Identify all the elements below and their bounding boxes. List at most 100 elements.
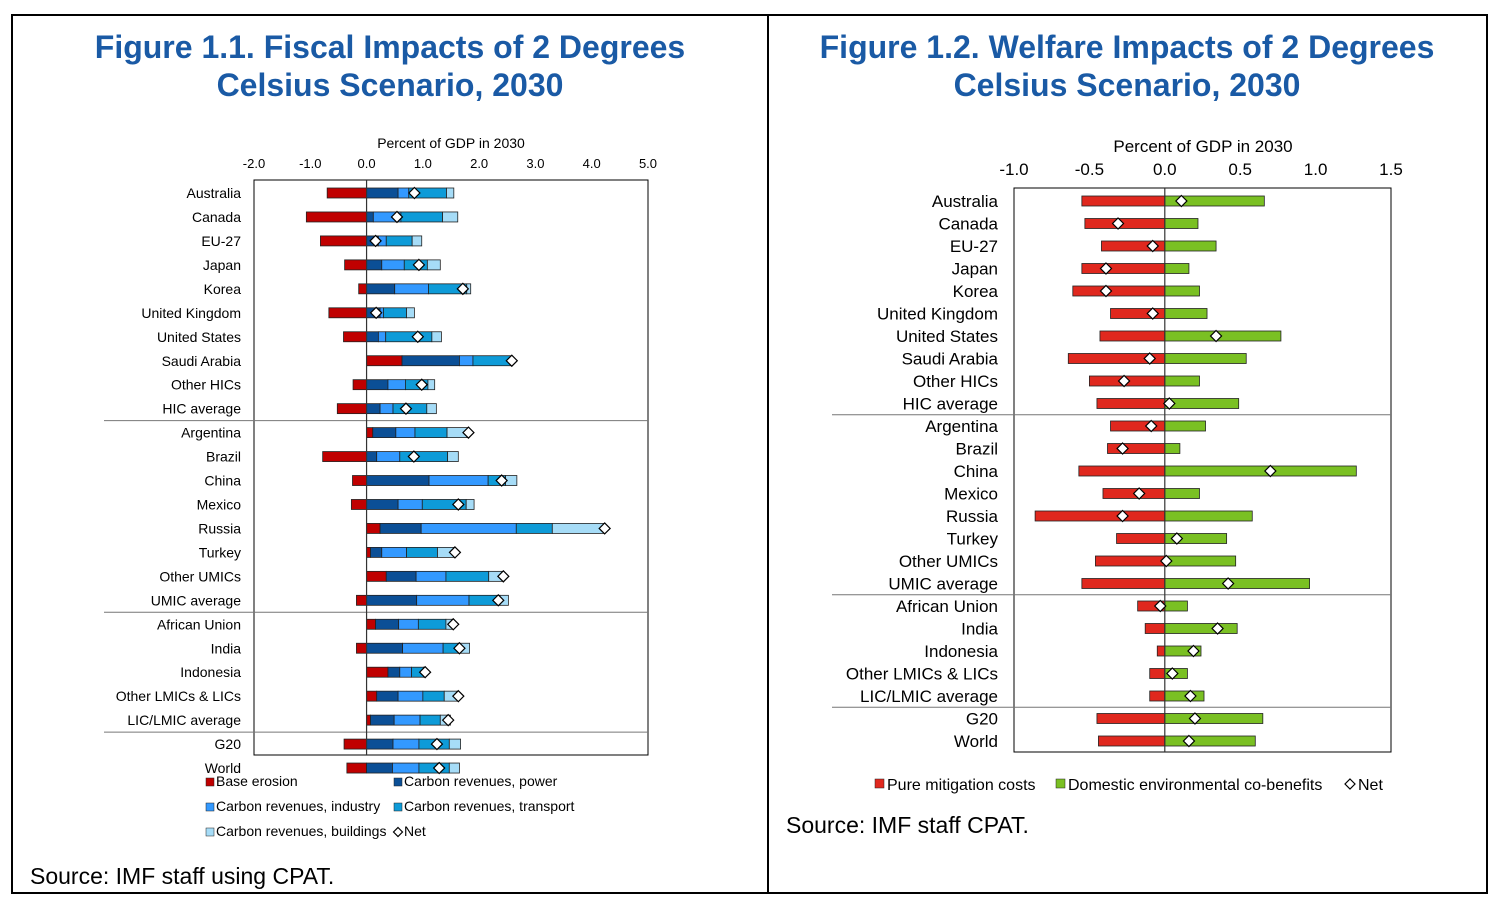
category-label: Other UMICs: [159, 568, 241, 584]
bar-carbon-revenues-buildings: [446, 187, 455, 199]
bar-carbon-revenues-power: [376, 690, 399, 702]
net-marker: [432, 761, 446, 775]
category-label: African Union: [157, 616, 241, 632]
category-label: Saudi Arabia: [162, 353, 242, 369]
x-tick-label: 1.0: [1304, 160, 1328, 179]
net-marker: [1116, 442, 1129, 455]
x-tick-label: 3.0: [526, 156, 544, 171]
bar-carbon-revenues-industry: [392, 762, 420, 774]
bar-carbon-revenues-power: [366, 738, 394, 750]
legend-label: Pure mitigation costs: [887, 777, 1036, 794]
category-label: Australia: [187, 185, 242, 201]
net-marker: [415, 378, 429, 392]
bar-carbon-revenues-industry: [420, 523, 517, 534]
bar-carbon-revenues-buildings: [551, 523, 606, 534]
bar-carbon-revenues-buildings: [442, 211, 459, 223]
bar-carbon-revenues-buildings: [427, 379, 436, 391]
bar-carbon-revenues-power: [379, 523, 422, 534]
figure-1-1-legend: Base erosion Carbon revenues, power Carbon…: [205, 773, 575, 839]
bar-carbon-revenues-power: [366, 594, 418, 606]
bar-pure-mitigation-costs: [1081, 263, 1166, 274]
category-label: Canada: [938, 215, 998, 234]
net-marker: [390, 210, 404, 224]
x-tick-label: 1.0: [414, 156, 432, 171]
bar-pure-mitigation-costs: [1096, 713, 1166, 724]
net-marker: [495, 474, 509, 487]
bar-carbon-revenues-power: [370, 547, 383, 558]
bar-carbon-revenues-industry: [395, 427, 416, 439]
bar-base-erosion: [366, 355, 403, 367]
category-label: United Kingdom: [877, 305, 998, 324]
bar-domestic-environmental-co-benefits: [1164, 465, 1357, 477]
category-label: Saudi Arabia: [902, 350, 999, 369]
bar-carbon-revenues-power: [366, 187, 399, 199]
bar-carbon-revenues-industry: [415, 570, 447, 582]
legend-label: Domestic environmental co-benefits: [1068, 777, 1322, 794]
bar-pure-mitigation-costs: [1116, 533, 1166, 544]
net-marker: [418, 665, 432, 679]
category-label: India: [211, 640, 242, 656]
bar-pure-mitigation-costs: [1095, 555, 1166, 567]
category-label: World: [954, 732, 998, 751]
legend-label: Carbon revenues, industry: [216, 798, 380, 814]
legend-swatch: [1055, 778, 1066, 789]
bar-base-erosion: [352, 475, 367, 486]
legend-swatch: [393, 777, 403, 787]
bar-carbon-revenues-industry: [377, 331, 387, 343]
figure-1-2: Figure 1.2. Welfare Impacts of 2 Degrees…: [786, 29, 1434, 838]
bar-carbon-revenues-industry: [428, 475, 489, 486]
figure-1-1-title-line1: Figure 1.1. Fiscal Impacts of 2 Degrees: [95, 29, 685, 65]
category-label: HIC average: [162, 401, 241, 417]
bar-base-erosion: [356, 594, 367, 606]
legend-net-icon: [1344, 778, 1356, 790]
bar-base-erosion: [366, 427, 374, 439]
net-marker: [412, 258, 426, 272]
bar-domestic-environmental-co-benefits: [1164, 623, 1238, 634]
bar-carbon-revenues-power: [372, 427, 397, 439]
bar-carbon-revenues-power: [366, 331, 379, 343]
bar-base-erosion: [343, 738, 367, 750]
category-label: Other HICs: [171, 377, 241, 393]
net-marker: [598, 522, 612, 535]
net-marker: [1099, 262, 1113, 275]
bar-carbon-revenues-power: [375, 618, 400, 630]
figure-1-2-legend: Pure mitigation costs Domestic environmen…: [874, 777, 1383, 794]
bar-carbon-revenues-transport: [417, 618, 447, 630]
bar-base-erosion: [366, 618, 376, 630]
category-label: African Union: [896, 597, 998, 616]
category-label: Argentina: [925, 417, 998, 436]
bar-base-erosion: [344, 259, 367, 271]
bar-carbon-revenues-buildings: [426, 403, 437, 415]
legend-swatch: [205, 827, 215, 837]
bar-pure-mitigation-costs: [1149, 668, 1166, 679]
bar-carbon-revenues-industry: [379, 403, 394, 415]
category-label: World: [205, 760, 241, 776]
bar-carbon-revenues-transport: [400, 211, 443, 223]
category-label: LIC/LMIC average: [127, 712, 241, 728]
bar-carbon-revenues-industry: [397, 499, 423, 510]
bar-carbon-revenues-power: [366, 499, 399, 510]
bar-pure-mitigation-costs: [1107, 443, 1166, 454]
bar-pure-mitigation-costs: [1072, 285, 1166, 297]
bar-domestic-environmental-co-benefits: [1164, 555, 1237, 567]
bar-carbon-revenues-buildings: [426, 259, 441, 271]
net-marker: [1144, 419, 1158, 433]
bar-carbon-revenues-industry: [402, 642, 444, 654]
bar-pure-mitigation-costs: [1096, 398, 1166, 409]
net-marker: [505, 354, 519, 368]
bar-domestic-environmental-co-benefits: [1164, 285, 1200, 297]
figure-1-2-source: Source: IMF staff CPAT.: [786, 812, 1029, 838]
category-label: LIC/LMIC average: [860, 687, 998, 706]
bar-carbon-revenues-power: [366, 642, 403, 654]
x-tick-label: 5.0: [639, 156, 657, 171]
bar-pure-mitigation-costs: [1156, 645, 1166, 657]
bar-carbon-revenues-industry: [387, 379, 406, 391]
bar-carbon-revenues-buildings: [447, 451, 459, 462]
category-label: UMIC average: [151, 592, 241, 608]
bar-carbon-revenues-power: [366, 211, 374, 223]
net-marker: [453, 641, 466, 655]
bar-base-erosion: [366, 523, 381, 534]
bar-domestic-environmental-co-benefits: [1164, 263, 1190, 274]
legend-label: Net: [1358, 777, 1383, 794]
net-marker: [448, 546, 462, 559]
